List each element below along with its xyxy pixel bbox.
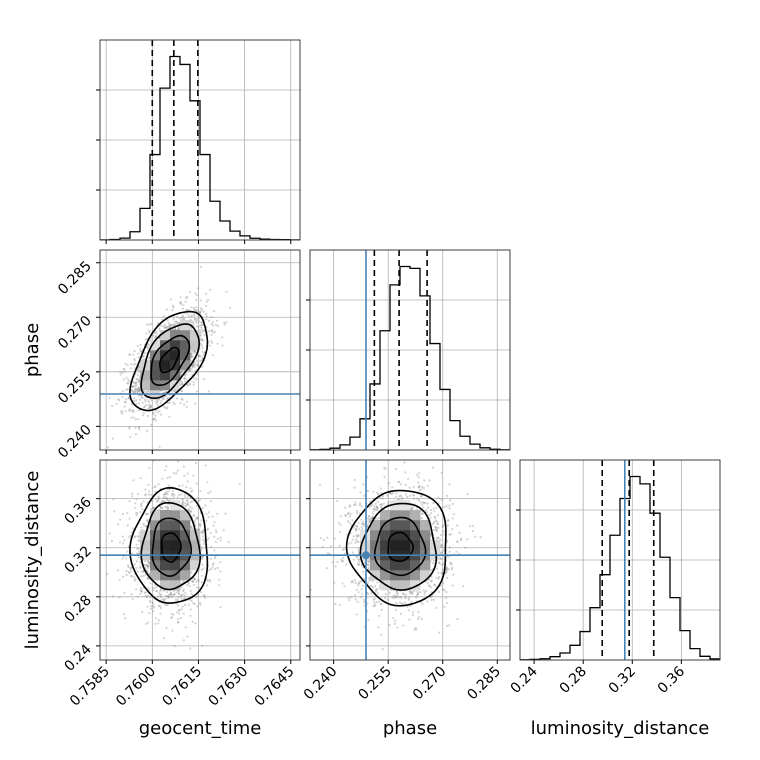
contour-geocent_time-luminosity_distance-0: [160, 532, 182, 563]
diag-panel-geocent_time: [96, 39, 301, 244]
ytick-label-luminosity_distance-1: 0.28: [61, 592, 94, 625]
xtick-label-luminosity_distance-1: 0.28: [557, 664, 590, 697]
diag-panel-phase: [306, 249, 511, 454]
ytick-label-luminosity_distance-2: 0.32: [61, 543, 94, 576]
ylabel-phase: phase: [22, 323, 43, 377]
contour-phase-luminosity_distance-2: [359, 502, 438, 591]
ytick-label-phase-1: 0.255: [55, 367, 95, 407]
xtick-label-geocent_time-4: 0.7645: [252, 664, 298, 710]
hist-luminosity_distance: [520, 475, 720, 660]
hist-geocent_time: [100, 55, 300, 240]
xtick-label-geocent_time-2: 0.7615: [159, 664, 205, 710]
panel-geocent_time-vs-luminosity_distance: 0.24 0.28 0.32 0.36: [61, 459, 301, 675]
panel-geocent_time-vs-phase: 0.240 0.255 0.270 0.285: [55, 249, 301, 462]
xlabel-luminosity-distance: luminosity_distance: [531, 718, 710, 739]
hist-phase: [310, 265, 510, 450]
xtick-label-geocent_time-1: 0.7600: [113, 664, 159, 710]
frame-phase-luminosity_distance: [309, 459, 511, 661]
contour-phase-luminosity_distance-0: [387, 531, 414, 562]
contour-phase-luminosity_distance-1: [373, 516, 427, 577]
ytick-label-luminosity_distance-3: 0.36: [61, 494, 94, 527]
xtick-label-geocent_time-3: 0.7630: [205, 664, 251, 710]
contour-geocent_time-luminosity_distance-2: [140, 501, 201, 591]
ytick-label-phase-0: 0.240: [55, 422, 95, 462]
ytick-label-phase-3: 0.285: [55, 258, 95, 298]
frame-geocent_time-luminosity_distance: [99, 459, 301, 661]
xtick-label-phase-3: 0.285: [464, 664, 504, 704]
contour-geocent_time-luminosity_distance-3: [129, 486, 209, 604]
contour-phase-luminosity_distance-3: [345, 489, 447, 607]
xtick-label-phase-0: 0.240: [301, 664, 341, 704]
contour-geocent_time-phase-0: [159, 346, 180, 374]
contour-geocent_time-phase-1: [150, 334, 191, 387]
contour-geocent_time-phase-3: [129, 310, 209, 412]
xtick-label-phase-1: 0.255: [355, 664, 395, 704]
contour-geocent_time-phase-2: [140, 323, 201, 400]
ytick-label-luminosity_distance-0: 0.24: [61, 641, 94, 674]
xtick-label-luminosity_distance-3: 0.36: [655, 663, 688, 696]
xlabel-geocent-time: geocent_time: [139, 718, 262, 739]
xtick-label-luminosity_distance-2: 0.32: [606, 664, 639, 697]
frame-geocent_time-phase: [99, 249, 301, 451]
contour-geocent_time-luminosity_distance-1: [151, 517, 193, 577]
diag-panel-luminosity_distance: [516, 459, 721, 664]
ylabel-luminosity-distance: luminosity_distance: [22, 471, 43, 650]
xtick-label-luminosity_distance-0: 0.24: [508, 663, 541, 696]
xtick-label-phase-2: 0.270: [410, 664, 450, 704]
panel-phase-vs-luminosity_distance: [306, 459, 511, 664]
ytick-label-phase-2: 0.270: [55, 313, 95, 353]
injection-point-phase-luminosity_distance: [362, 551, 370, 560]
xlabel-phase: phase: [383, 718, 437, 739]
